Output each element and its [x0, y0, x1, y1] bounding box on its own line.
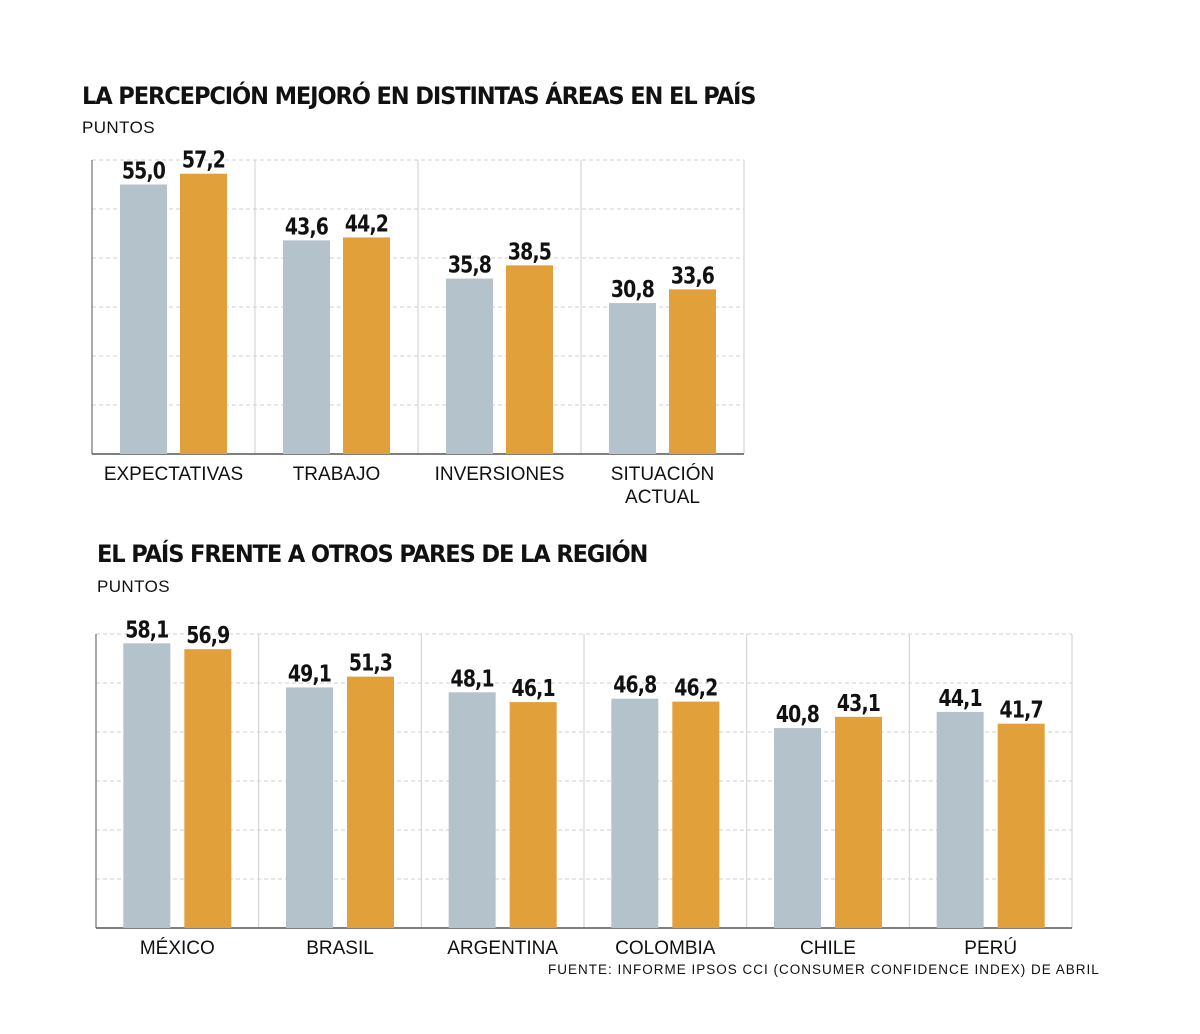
category-label: EXPECTATIVAS: [104, 464, 243, 485]
data-label: 30,8: [611, 275, 654, 302]
data-label: 46,1: [512, 674, 555, 701]
bar-series-a: [611, 698, 659, 928]
data-label: 51,3: [349, 649, 392, 676]
data-label: 40,8: [776, 700, 819, 727]
category-label: COLOMBIA: [615, 938, 716, 959]
chart1-bar-chart: 55,0 57,2 EXPECTATIVAS 43,6 44,2 TRABAJO 35,8 3…: [91, 146, 745, 508]
bar-series-b: [180, 173, 227, 454]
data-label: 46,2: [674, 674, 717, 701]
data-label: 44,2: [345, 210, 388, 237]
bar-series-b: [997, 723, 1045, 928]
data-label: 38,5: [508, 237, 551, 264]
category-label: PERÚ: [964, 937, 1017, 959]
bar-series-a: [286, 687, 333, 928]
bar-series-b: [835, 716, 882, 928]
category-label: CHILE: [800, 938, 856, 959]
data-label: 55,0: [122, 157, 165, 184]
category-label: BRASIL: [306, 938, 374, 959]
bar-series-b: [343, 237, 390, 454]
bar-series-b: [672, 701, 720, 928]
category-label: MÉXICO: [140, 938, 215, 959]
data-label: 49,1: [288, 660, 331, 687]
data-label: 41,7: [1000, 696, 1043, 723]
bar-series-b: [184, 649, 232, 928]
bar-series-a: [123, 643, 171, 928]
category-label: SITUACIÓN: [611, 463, 714, 485]
data-label: 44,1: [939, 684, 982, 711]
category-label: INVERSIONES: [435, 464, 565, 485]
data-label: 43,6: [285, 212, 328, 239]
source-note: FUENTE: INFORME IPSOS CCI (CONSUMER CONF…: [548, 962, 1100, 977]
category-label: TRABAJO: [293, 464, 381, 485]
bar-series-b: [509, 702, 557, 928]
bar-series-a: [283, 240, 330, 454]
data-label: 57,2: [182, 146, 225, 173]
chart2-bar-chart: 58,1 56,9 MÉXICO 49,1 51,3 BRASIL 48,1 46,1 ARGE…: [95, 615, 1073, 959]
bar-series-a: [446, 278, 493, 454]
data-label: 33,6: [671, 261, 714, 288]
chart1-unit-label: PUNTOS: [82, 118, 155, 137]
data-label: 58,1: [125, 615, 168, 642]
bar-series-a: [774, 728, 821, 928]
category-label: ACTUAL: [625, 487, 700, 508]
bar-series-a: [120, 184, 167, 454]
chart1-title: LA PERCEPCIÓN MEJORÓ EN DISTINTAS ÁREAS …: [82, 82, 756, 110]
bar-series-b: [669, 289, 716, 454]
category-label: ARGENTINA: [447, 938, 558, 959]
chart2-unit-label: PUNTOS: [97, 577, 170, 596]
bar-series-a: [448, 692, 496, 928]
chart2-title: EL PAÍS FRENTE A OTROS PARES DE LA REGIÓ…: [97, 540, 648, 568]
data-label: 48,1: [451, 664, 494, 691]
data-label: 43,1: [837, 689, 880, 716]
data-label: 35,8: [448, 251, 491, 278]
data-label: 56,9: [186, 621, 229, 648]
bar-series-a: [936, 711, 984, 928]
bar-series-b: [347, 676, 394, 928]
data-label: 46,8: [613, 671, 656, 698]
bar-series-b: [506, 265, 553, 454]
bar-series-a: [609, 303, 656, 454]
